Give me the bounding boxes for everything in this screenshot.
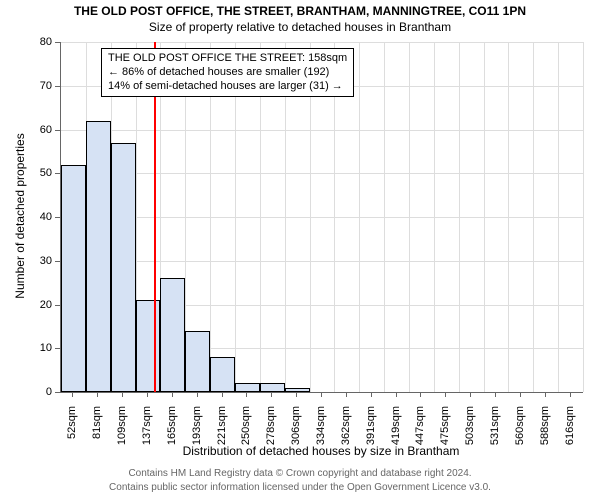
- grid-line-horizontal: [61, 261, 583, 262]
- footer-line-2: Contains public sector information licen…: [0, 482, 600, 493]
- x-tick-label: 334sqm: [315, 406, 327, 456]
- x-tick-mark: [321, 392, 322, 397]
- y-tick-label: 30: [30, 255, 52, 267]
- x-tick-label: 588sqm: [539, 406, 551, 456]
- y-tick-mark: [55, 42, 60, 43]
- x-tick-label: 137sqm: [141, 406, 153, 456]
- y-tick-mark: [55, 392, 60, 393]
- histogram-bar: [61, 165, 86, 393]
- x-tick-label: 250sqm: [240, 406, 252, 456]
- x-tick-mark: [545, 392, 546, 397]
- histogram-bar: [111, 143, 136, 392]
- grid-line-horizontal: [61, 130, 583, 131]
- annotation-line: THE OLD POST OFFICE THE STREET: 158sqm: [108, 52, 347, 66]
- x-tick-mark: [445, 392, 446, 397]
- grid-line-horizontal: [61, 217, 583, 218]
- x-tick-mark: [172, 392, 173, 397]
- y-axis-label: Number of detached properties: [13, 41, 27, 391]
- x-tick-mark: [420, 392, 421, 397]
- y-tick-mark: [55, 130, 60, 131]
- x-tick-mark: [371, 392, 372, 397]
- x-tick-mark: [197, 392, 198, 397]
- x-tick-label: 419sqm: [390, 406, 402, 456]
- histogram-bar: [210, 357, 235, 392]
- x-tick-mark: [396, 392, 397, 397]
- chart-main-title: THE OLD POST OFFICE, THE STREET, BRANTHA…: [0, 4, 600, 18]
- x-tick-label: 447sqm: [414, 406, 426, 456]
- x-tick-mark: [246, 392, 247, 397]
- y-tick-label: 50: [30, 167, 52, 179]
- x-tick-label: 362sqm: [340, 406, 352, 456]
- y-tick-mark: [55, 217, 60, 218]
- x-tick-mark: [122, 392, 123, 397]
- x-tick-mark: [72, 392, 73, 397]
- x-tick-mark: [495, 392, 496, 397]
- x-tick-label: 531sqm: [489, 406, 501, 456]
- histogram-bar: [235, 383, 260, 392]
- x-tick-mark: [222, 392, 223, 397]
- plot-area: THE OLD POST OFFICE THE STREET: 158sqm← …: [60, 42, 583, 393]
- grid-line-horizontal: [61, 42, 583, 43]
- y-tick-label: 0: [30, 386, 52, 398]
- x-tick-mark: [271, 392, 272, 397]
- grid-line-horizontal: [61, 173, 583, 174]
- histogram-bar: [86, 121, 111, 392]
- annotation-line: ← 86% of detached houses are smaller (19…: [108, 66, 347, 80]
- x-tick-mark: [97, 392, 98, 397]
- y-tick-mark: [55, 173, 60, 174]
- x-tick-mark: [470, 392, 471, 397]
- chart-sub-title: Size of property relative to detached ho…: [0, 20, 600, 34]
- x-tick-label: 52sqm: [66, 406, 78, 456]
- x-tick-mark: [520, 392, 521, 397]
- x-tick-label: 165sqm: [166, 406, 178, 456]
- x-tick-label: 475sqm: [439, 406, 451, 456]
- x-tick-label: 221sqm: [216, 406, 228, 456]
- histogram-bar: [136, 300, 161, 392]
- x-tick-label: 193sqm: [191, 406, 203, 456]
- footer-line-1: Contains HM Land Registry data © Crown c…: [0, 468, 600, 479]
- histogram-bar: [260, 383, 285, 392]
- x-tick-label: 560sqm: [514, 406, 526, 456]
- x-tick-label: 616sqm: [564, 406, 576, 456]
- histogram-bar: [160, 278, 185, 392]
- annotation-box: THE OLD POST OFFICE THE STREET: 158sqm← …: [101, 48, 354, 97]
- histogram-bar: [185, 331, 210, 392]
- x-tick-mark: [346, 392, 347, 397]
- y-tick-label: 20: [30, 299, 52, 311]
- y-tick-label: 40: [30, 211, 52, 223]
- y-tick-mark: [55, 261, 60, 262]
- grid-line-vertical: [583, 42, 584, 392]
- x-tick-label: 81sqm: [91, 406, 103, 456]
- x-tick-label: 306sqm: [290, 406, 302, 456]
- y-tick-label: 60: [30, 124, 52, 136]
- x-tick-mark: [147, 392, 148, 397]
- x-tick-label: 391sqm: [365, 406, 377, 456]
- annotation-line: 14% of semi-detached houses are larger (…: [108, 80, 347, 94]
- y-tick-label: 10: [30, 342, 52, 354]
- y-tick-mark: [55, 305, 60, 306]
- y-tick-label: 70: [30, 80, 52, 92]
- y-tick-label: 80: [30, 36, 52, 48]
- x-tick-mark: [570, 392, 571, 397]
- x-tick-label: 503sqm: [464, 406, 476, 456]
- y-tick-mark: [55, 348, 60, 349]
- x-tick-label: 278sqm: [265, 406, 277, 456]
- y-tick-mark: [55, 86, 60, 87]
- x-tick-label: 109sqm: [116, 406, 128, 456]
- x-tick-mark: [296, 392, 297, 397]
